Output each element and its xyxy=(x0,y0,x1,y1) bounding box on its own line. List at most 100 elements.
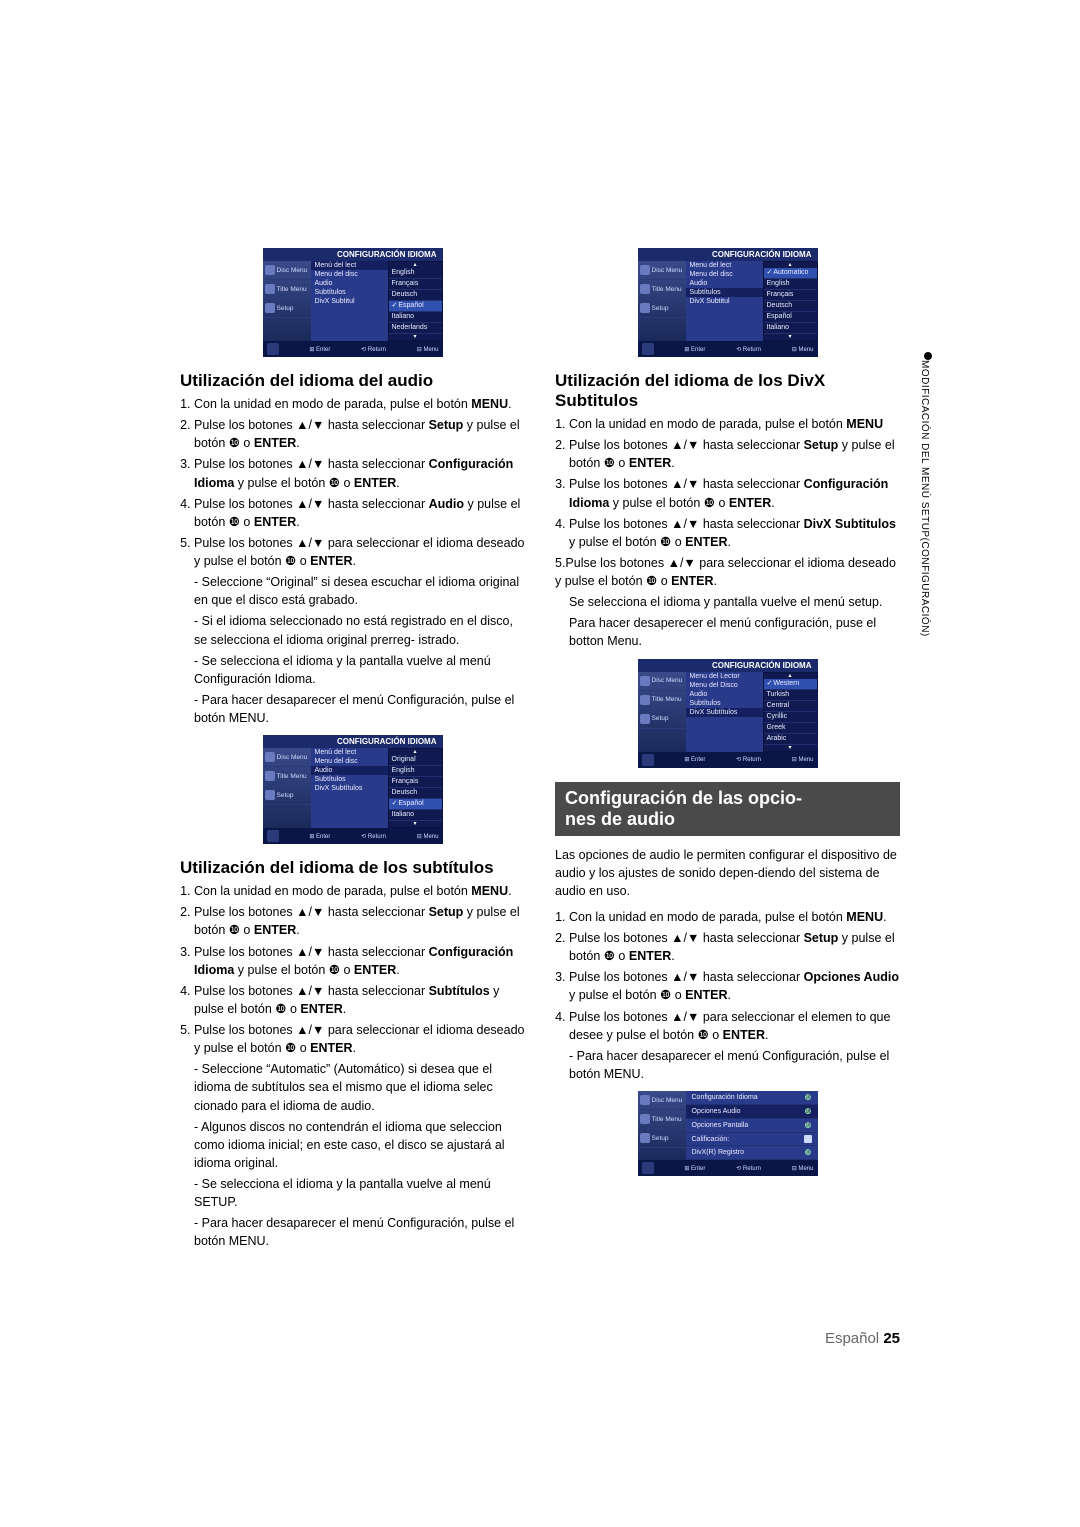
step-item: Con la unidad en modo de parada, pulse e… xyxy=(569,908,900,926)
step-item: Pulse los botones ▲/▼ hasta seleccionar … xyxy=(194,455,525,491)
osd-mid-item: Menú del lect xyxy=(311,261,388,270)
step-item: Pulse los botones ▲/▼ para seleccionar e… xyxy=(194,1021,525,1057)
substep-item: - Para hacer desaparecer el menú Configu… xyxy=(180,1214,525,1250)
osd-footer-hint: ⊞ Enter xyxy=(684,1165,705,1172)
osd-mid-item: DivX Subtítulos xyxy=(311,784,388,793)
tab-icon xyxy=(265,303,275,313)
step-item: Con la unidad en modo de parada, pulse e… xyxy=(569,415,900,433)
osd-mid-item: Subtítulos xyxy=(311,288,388,297)
audio-options-intro: Las opciones de audio le permiten config… xyxy=(555,846,900,900)
osd-menu-5: Disc MenuTitle MenuSetupConfiguración Id… xyxy=(638,1091,818,1176)
osd-footer: ⊞ Enter ⟲ Return ⊟ Menu xyxy=(263,341,443,357)
osd-tabs: Disc MenuTitle MenuSetup xyxy=(638,261,686,341)
osd-menu-4: CONFIGURACIÓN IDIOMADisc MenuTitle MenuS… xyxy=(638,659,818,768)
osd-tab: Disc Menu xyxy=(263,748,311,767)
osd-mid-item: Menu del lect xyxy=(686,261,763,270)
step-item: Pulse los botones ▲/▼ para seleccionar e… xyxy=(569,1008,900,1044)
osd-footer-hint: ⊞ Enter xyxy=(684,346,705,353)
arrow-right-icon: ❿ xyxy=(804,1121,811,1130)
osd-right-list: ▴WesternTurkishCentralCyrillicGreekArabi… xyxy=(763,672,818,752)
tab-icon xyxy=(265,284,275,294)
osd-footer: ⊞ Enter⟲ Return⊟ Menu xyxy=(638,752,818,768)
substep-item: - Si el idioma seleccionado no está regi… xyxy=(180,612,525,648)
substep-item: - Algunos discos no contendrán el idioma… xyxy=(180,1118,525,1172)
osd-footer-hint: ⟲ Return xyxy=(736,756,761,763)
dpad-icon xyxy=(267,830,279,842)
tab-icon xyxy=(640,695,650,705)
tab-icon xyxy=(640,714,650,724)
tab-icon xyxy=(265,790,275,800)
osd-option: Turkish xyxy=(764,690,817,701)
step-item: Con la unidad en modo de parada, pulse e… xyxy=(194,395,525,413)
step-item: Pulse los botones ▲/▼ hasta seleccionar … xyxy=(569,436,900,472)
osd-footer-hint: ⊞ Enter xyxy=(309,833,330,840)
osd-option: Deutsch xyxy=(764,301,817,312)
caret-down-icon: ▾ xyxy=(764,745,817,751)
audio-options-steps: Con la unidad en modo de parada, pulse e… xyxy=(555,908,900,1044)
osd-tab: Setup xyxy=(638,1129,686,1148)
osd-option: Français xyxy=(389,777,442,788)
check-icon xyxy=(392,302,399,309)
arrow-right-icon: ❿ xyxy=(804,1093,811,1102)
osd-tabs: Disc MenuTitle MenuSetup xyxy=(263,748,311,828)
dpad-icon xyxy=(642,343,654,355)
tab-icon xyxy=(640,1133,650,1143)
footer-page-number: 25 xyxy=(883,1330,900,1347)
osd-footer-hint: ⊟ Menu xyxy=(792,756,814,763)
tab-icon xyxy=(265,265,275,275)
osd-footer-hint: ⊟ Menu xyxy=(792,1165,814,1172)
osd-tab: Setup xyxy=(263,299,311,318)
osd-mid-list: Menú del lectMenu del discAudioSubtítulo… xyxy=(311,748,388,828)
osd-mid-item: DivX Subtitul xyxy=(311,297,388,306)
osd-mid-item: DivX Subtitul xyxy=(686,297,763,306)
osd-setup-item: Opciones Audio❿ xyxy=(686,1105,818,1119)
step-item: Pulse los botones ▲/▼ hasta seleccionar … xyxy=(194,982,525,1018)
tab-icon xyxy=(265,771,275,781)
osd-tab: Disc Menu xyxy=(638,672,686,691)
heading-divx-language: Utilización del idioma de los DivX Subti… xyxy=(555,371,900,411)
osd-tabs: Disc MenuTitle MenuSetup xyxy=(638,672,686,752)
osd-option: English xyxy=(764,279,817,290)
arrow-right-icon: ❿ xyxy=(804,1148,811,1157)
osd-setup-item: Opciones Pantalla❿ xyxy=(686,1119,818,1133)
osd-option: Español xyxy=(764,312,817,323)
substep-item: - Seleccione “Original” si desea escucha… xyxy=(180,573,525,609)
substep-item: - Se selecciona el idioma y la pantalla … xyxy=(180,1175,525,1211)
osd-header: CONFIGURACIÓN IDIOMA xyxy=(263,735,443,748)
osd-menu-3: CONFIGURACIÓN IDIOMADisc MenuTitle MenuS… xyxy=(638,248,818,357)
osd-mid-item: Menu del disc xyxy=(311,757,388,766)
osd-mid-item: Menu del Lector xyxy=(686,672,763,681)
osd-tab: Disc Menu xyxy=(638,261,686,280)
step-item: Pulse los botones ▲/▼ hasta seleccionar … xyxy=(569,929,900,965)
osd-mid-item: Audio xyxy=(686,279,763,288)
osd-footer-hint: ⊞ Enter xyxy=(309,346,330,353)
dpad-icon xyxy=(642,754,654,766)
osd-tab: Disc Menu xyxy=(638,1091,686,1110)
osd-footer-hint: ⟲ Return xyxy=(361,346,386,353)
osd-mid-item: Menu del disc xyxy=(311,270,388,279)
osd-right-list: ▴EnglishFrançaisDeutschEspañolItalianoNe… xyxy=(388,261,443,341)
osd-setup-item: Calificación: xyxy=(686,1133,818,1146)
osd-option: English xyxy=(389,766,442,777)
osd-menu-1: CONFIGURACIÓN IDIOMADisc MenuTitle MenuS… xyxy=(263,248,443,357)
osd-mid-list: Menu del LectorMenu del DiscoAudioSubtít… xyxy=(686,672,763,752)
osd-option: Deutsch xyxy=(389,788,442,799)
osd-setup-item: Configuración Idioma❿ xyxy=(686,1091,818,1105)
osd-right-list: ▴OriginalEnglishFrançaisDeutschEspañolIt… xyxy=(388,748,443,828)
osd-tab: Title Menu xyxy=(638,280,686,299)
osd-footer: ⊞ Enter⟲ Return⊟ Menu xyxy=(638,1160,818,1176)
arrow-right-icon: ❿ xyxy=(804,1107,811,1116)
step-item: Pulse los botones ▲/▼ hasta seleccionar … xyxy=(569,968,900,1004)
osd-mid-list: Menu del lectMenu del discAudioSubtítulo… xyxy=(686,261,763,341)
osd-option: Western xyxy=(764,679,817,690)
osd-mid-item: Menú del lect xyxy=(311,748,388,757)
osd-tab: Setup xyxy=(263,786,311,805)
tab-icon xyxy=(640,265,650,275)
dpad-icon xyxy=(642,1162,654,1174)
osd-option: Italiano xyxy=(389,312,442,323)
left-column: CONFIGURACIÓN IDIOMADisc MenuTitle MenuS… xyxy=(180,240,525,1254)
osd-option: Original xyxy=(389,755,442,766)
osd-header: CONFIGURACIÓN IDIOMA xyxy=(638,659,818,672)
osd-mid-item: DivX Subtítulos xyxy=(686,708,763,717)
osd-footer-hint: ⊟ Menu xyxy=(417,346,439,353)
